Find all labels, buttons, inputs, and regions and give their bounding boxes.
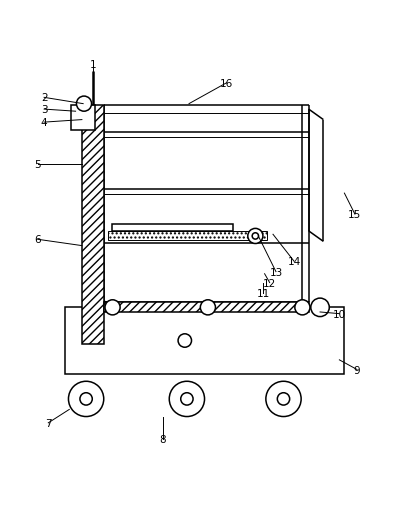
Text: 10: 10: [333, 309, 346, 319]
Text: 5: 5: [34, 159, 41, 169]
Circle shape: [200, 300, 215, 315]
Circle shape: [252, 233, 259, 240]
Circle shape: [311, 298, 329, 317]
Circle shape: [181, 393, 193, 405]
Bar: [112, 224, 233, 232]
Bar: [108, 232, 267, 241]
Circle shape: [295, 300, 310, 315]
Text: 1: 1: [90, 60, 97, 70]
Bar: [65, 307, 344, 374]
Bar: [104, 303, 309, 313]
Text: 6: 6: [34, 235, 41, 245]
Circle shape: [178, 334, 192, 348]
Bar: [82, 106, 104, 345]
Bar: [71, 106, 94, 131]
Text: 9: 9: [354, 365, 360, 375]
Text: 8: 8: [160, 434, 166, 444]
Text: 7: 7: [45, 418, 52, 428]
Circle shape: [169, 382, 205, 417]
Text: 12: 12: [263, 278, 276, 288]
Text: 16: 16: [220, 78, 234, 89]
Text: 3: 3: [41, 105, 47, 115]
Text: 15: 15: [348, 210, 362, 220]
Text: 4: 4: [41, 118, 47, 128]
Text: 13: 13: [269, 267, 283, 277]
Circle shape: [277, 393, 290, 405]
Circle shape: [266, 382, 301, 417]
Circle shape: [68, 382, 104, 417]
Text: 14: 14: [287, 257, 301, 267]
Circle shape: [80, 393, 92, 405]
Circle shape: [76, 97, 92, 112]
Text: 2: 2: [41, 93, 47, 103]
Circle shape: [248, 229, 263, 244]
Text: 11: 11: [257, 288, 270, 298]
Circle shape: [105, 300, 120, 315]
